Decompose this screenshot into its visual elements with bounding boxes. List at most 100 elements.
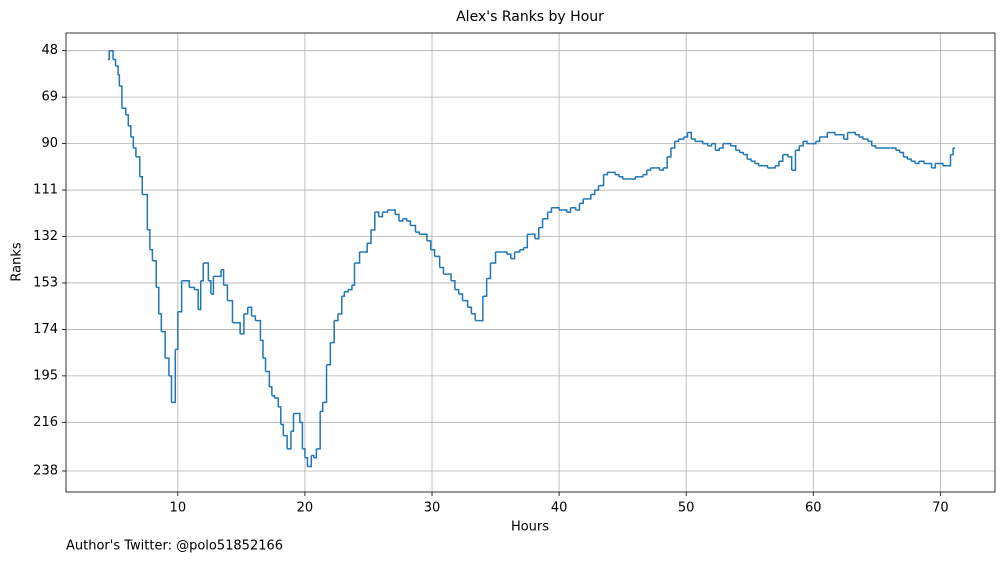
step-segment xyxy=(510,251,516,260)
step-segment xyxy=(290,413,295,432)
y-tick-label: 48 xyxy=(41,43,58,58)
step-segment xyxy=(200,263,205,282)
step-segment xyxy=(119,85,123,109)
step-segment xyxy=(514,249,521,253)
step-segment xyxy=(395,213,400,222)
step-segment xyxy=(855,134,860,137)
step-segment xyxy=(135,156,141,177)
step-segment xyxy=(165,357,170,376)
step-segment xyxy=(670,141,676,149)
step-segment xyxy=(115,65,119,76)
step-segment xyxy=(490,251,497,264)
step-segment xyxy=(618,176,624,179)
step-segment xyxy=(506,253,512,259)
step-segment xyxy=(678,136,685,140)
step-segment xyxy=(221,268,225,286)
step-segment xyxy=(118,74,121,87)
step-segment xyxy=(867,140,873,146)
y-tick-label: 111 xyxy=(33,183,58,198)
step-segment xyxy=(907,158,912,162)
step-segment xyxy=(702,142,709,146)
step-segment xyxy=(278,406,282,425)
step-segment xyxy=(299,421,304,449)
step-segment xyxy=(730,145,737,151)
step-segment xyxy=(683,132,689,138)
step-segment xyxy=(547,207,553,213)
step-segment xyxy=(838,134,845,140)
step-segment xyxy=(330,320,335,344)
step-segment xyxy=(639,174,644,178)
step-segment xyxy=(782,153,789,157)
step-segment xyxy=(911,160,916,164)
step-segment xyxy=(367,229,372,244)
step-segment xyxy=(871,145,877,149)
step-segment xyxy=(302,448,306,458)
step-segment xyxy=(307,455,313,468)
step-segment xyxy=(787,156,793,171)
step-segment xyxy=(439,266,445,275)
x-tick-label: 10 xyxy=(170,501,187,516)
step-segment xyxy=(590,190,596,196)
step-segment xyxy=(334,313,339,322)
step-segment xyxy=(210,276,215,295)
y-tick-label: 174 xyxy=(33,322,58,337)
step-segment xyxy=(168,375,173,403)
step-segment xyxy=(243,307,249,315)
step-segment xyxy=(687,131,693,140)
step-segment xyxy=(297,412,301,423)
step-segment xyxy=(423,233,428,241)
y-tick-label: 90 xyxy=(41,136,58,151)
step-segment xyxy=(337,296,343,315)
step-segment xyxy=(534,227,540,240)
step-segment xyxy=(271,395,276,398)
step-segment xyxy=(803,140,808,144)
step-segment xyxy=(503,251,508,255)
step-segment xyxy=(575,203,581,211)
step-segment xyxy=(743,153,748,160)
step-segment xyxy=(133,147,137,157)
step-segment xyxy=(326,342,332,366)
step-segment xyxy=(382,209,389,213)
step-segment xyxy=(471,313,476,321)
step-segment xyxy=(265,370,271,387)
step-segment xyxy=(142,193,149,230)
step-segment xyxy=(363,243,368,253)
step-segment xyxy=(467,306,473,314)
step-segment xyxy=(147,229,151,250)
step-segment xyxy=(655,167,661,171)
x-tick-label: 60 xyxy=(805,501,822,516)
step-segment xyxy=(236,322,241,334)
step-segment xyxy=(158,313,163,332)
step-segment xyxy=(950,148,954,156)
step-segment xyxy=(434,255,441,268)
step-segment xyxy=(194,288,199,310)
step-segment xyxy=(371,212,376,231)
step-segment xyxy=(156,286,160,314)
step-segment xyxy=(149,249,154,261)
x-tick-label: 20 xyxy=(297,501,314,516)
step-segment xyxy=(598,174,605,187)
step-segment xyxy=(125,114,130,126)
step-segment xyxy=(198,280,202,311)
y-tick-label: 132 xyxy=(33,229,58,244)
step-segment xyxy=(454,288,460,295)
y-tick-label: 153 xyxy=(33,275,58,290)
step-segment xyxy=(831,131,836,135)
step-segment xyxy=(398,218,404,222)
step-segment xyxy=(631,176,637,180)
step-segment xyxy=(555,207,560,210)
step-segment xyxy=(415,231,421,235)
step-segment xyxy=(754,162,760,166)
step-segment xyxy=(711,142,717,151)
step-segment xyxy=(562,209,568,213)
step-segment xyxy=(462,299,469,308)
step-segment xyxy=(374,211,380,217)
step-segment xyxy=(587,194,592,200)
step-segment xyxy=(175,311,179,351)
step-segment xyxy=(171,349,177,404)
step-segment xyxy=(269,386,273,396)
step-segment xyxy=(203,262,210,281)
step-segment xyxy=(659,167,665,171)
step-segment xyxy=(316,411,321,450)
step-segment xyxy=(354,251,361,264)
